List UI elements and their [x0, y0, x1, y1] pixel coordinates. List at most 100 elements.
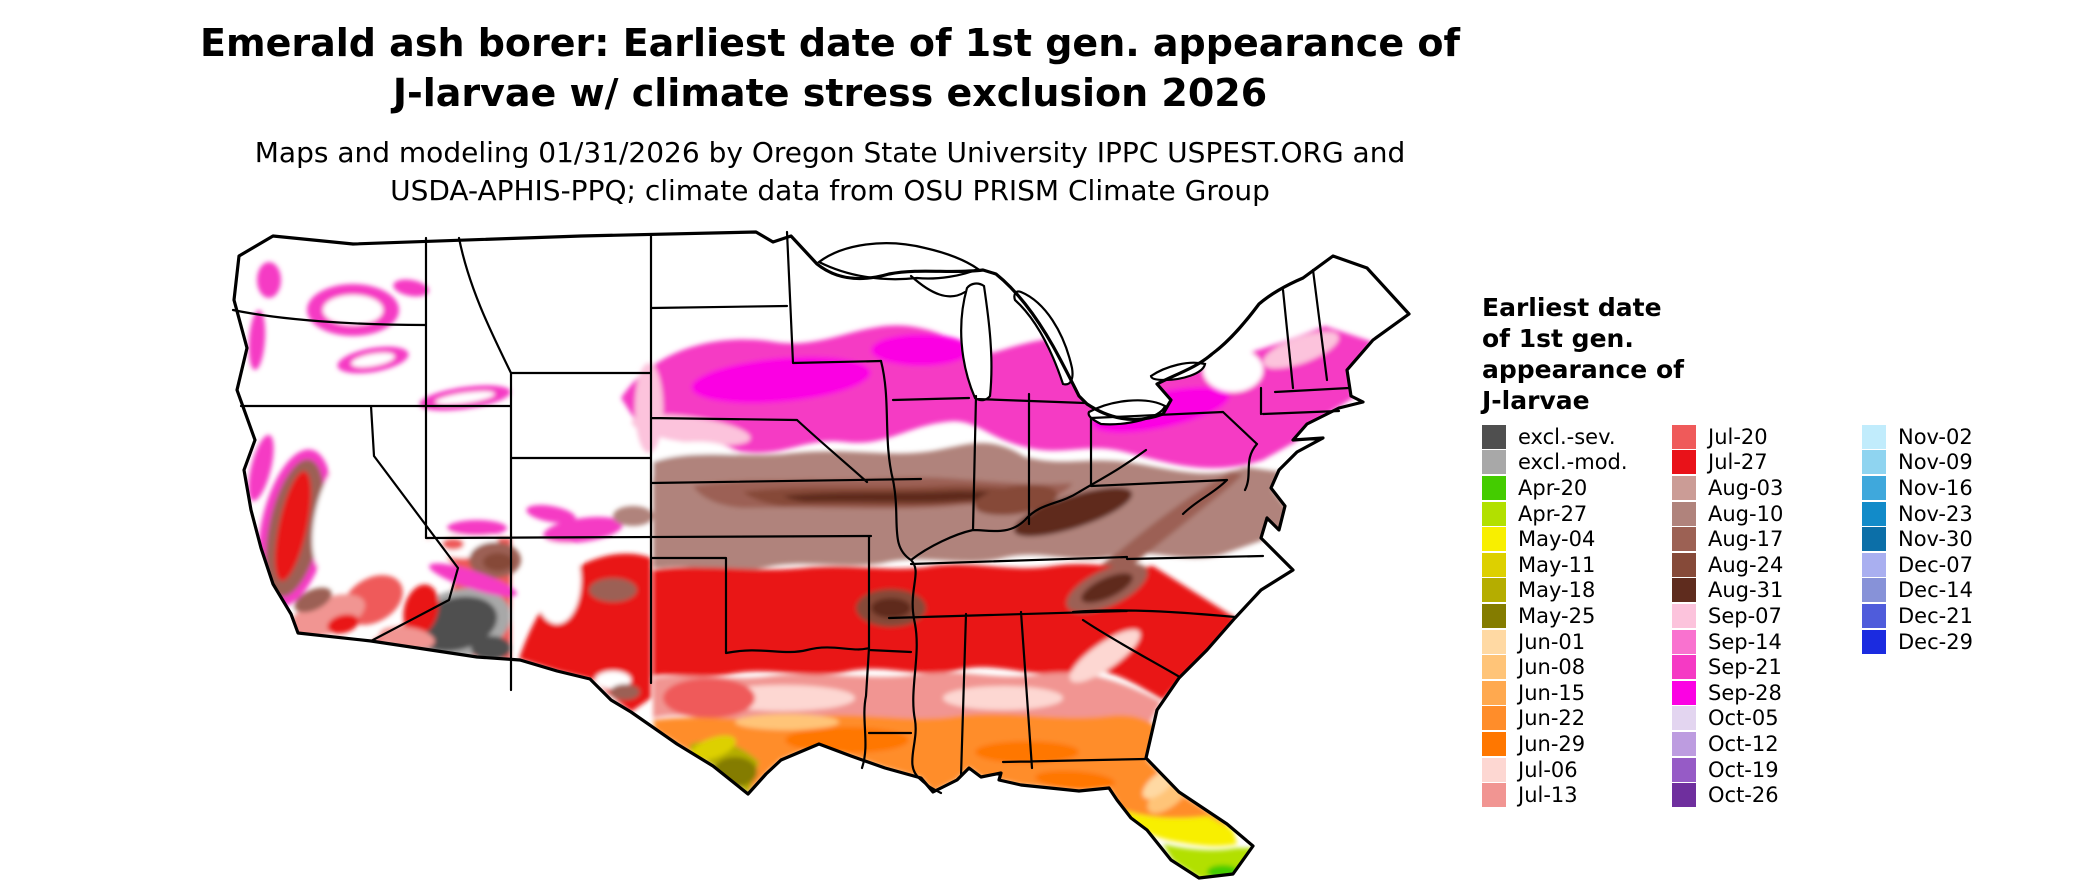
- legend-swatch-Nov-02: [1862, 424, 1886, 449]
- page-title-line2: J-larvae w/ climate stress exclusion 202…: [392, 71, 1268, 115]
- region-blob: [1035, 770, 1115, 790]
- legend-entry: Jul-20: [1672, 424, 1862, 450]
- legend-entry: Sep-28: [1672, 680, 1862, 706]
- state-borders-west: [231, 230, 923, 770]
- legend-swatch-Aug-10: [1672, 501, 1696, 526]
- region-blob: [435, 391, 495, 405]
- legend-entry: Aug-10: [1672, 501, 1862, 527]
- legend-entry: Jun-29: [1482, 731, 1672, 757]
- region-blob: [871, 598, 911, 618]
- legend-label: excl.-sev.: [1518, 424, 1616, 449]
- state-borders: [231, 230, 1351, 795]
- legend-label: Dec-29: [1898, 629, 1973, 654]
- legend-swatch-Jun-22: [1482, 706, 1506, 731]
- legend-swatch-May-18: [1482, 578, 1506, 603]
- legend-swatch-May-11: [1482, 552, 1506, 577]
- region-blob: [257, 262, 281, 298]
- region-blob: [526, 505, 576, 523]
- legend-swatch-excl.-sev.: [1482, 424, 1506, 449]
- legend-swatch-Dec-07: [1862, 552, 1886, 577]
- legend-swatch-Aug-17: [1672, 527, 1696, 552]
- legend-label: Dec-14: [1898, 578, 1973, 603]
- legend-label: Jun-15: [1518, 680, 1586, 705]
- legend-entry: Dec-21: [1862, 603, 2052, 629]
- legend-label: Nov-30: [1898, 527, 1973, 552]
- region-blob: [447, 520, 507, 536]
- header: Emerald ash borer: Earliest date of 1st …: [0, 18, 1660, 210]
- legend-entry: Nov-16: [1862, 475, 2052, 501]
- region-blob: [483, 553, 513, 571]
- legend-entry: May-25: [1482, 603, 1672, 629]
- legend-entry: Aug-17: [1672, 526, 1862, 552]
- legend-entry: Jul-27: [1672, 450, 1862, 476]
- legend-label: Jul-13: [1518, 783, 1578, 808]
- legend-swatch-Dec-14: [1862, 578, 1886, 603]
- legend-title-line3: appearance of: [1482, 355, 1685, 384]
- legend-swatch-Apr-20: [1482, 475, 1506, 500]
- legend-swatch-Aug-31: [1672, 578, 1696, 603]
- legend-entry: Nov-02: [1862, 424, 2052, 450]
- region-blob: [589, 578, 637, 602]
- region-blob: [533, 536, 581, 624]
- legend-swatch-Sep-07: [1672, 603, 1696, 628]
- region-blob: [1013, 487, 1133, 537]
- legend-entry: Jul-06: [1482, 757, 1672, 783]
- legend-column: Jul-20 Jul-27 Aug-03 Aug-10 Aug-17 Aug-24 Aug-…: [1672, 424, 1862, 808]
- legend-entry: Nov-23: [1862, 501, 2052, 527]
- region-blob: [248, 310, 266, 370]
- region-blob: [783, 490, 1028, 503]
- legend-swatch-May-04: [1482, 527, 1506, 552]
- region-blob: [429, 563, 517, 597]
- region-blob: [635, 363, 663, 453]
- legend-entry: Oct-12: [1672, 731, 1862, 757]
- legend-entry: Apr-20: [1482, 475, 1672, 501]
- legend-label: Aug-24: [1708, 552, 1784, 577]
- region-blob: [735, 714, 839, 730]
- region-blob: [871, 334, 971, 366]
- legend-swatch-Jul-27: [1672, 450, 1696, 475]
- page-subtitle-line2: USDA-APHIS-PPQ; climate data from OSU PR…: [390, 174, 1270, 207]
- legend-entry: Jun-15: [1482, 680, 1672, 706]
- legend-swatch-Nov-09: [1862, 450, 1886, 475]
- region-blob: [442, 538, 464, 550]
- legend-swatch-Aug-03: [1672, 475, 1696, 500]
- legend-swatch-Oct-12: [1672, 731, 1696, 756]
- legend-label: Dec-21: [1898, 603, 1973, 628]
- legend-columns: excl.-sev. excl.-mod. Apr-20 Apr-27 May-04 Ma…: [1482, 424, 2082, 808]
- legend-label: Aug-03: [1708, 475, 1784, 500]
- region-blob: [294, 587, 332, 613]
- legend-swatch-Dec-29: [1862, 629, 1886, 654]
- legend-entry: Oct-19: [1672, 757, 1862, 783]
- legend-label: Nov-09: [1898, 450, 1973, 475]
- legend-label: Aug-10: [1708, 501, 1784, 526]
- legend-title: Earliest date of 1st gen. appearance of …: [1482, 292, 2082, 416]
- page-title: Emerald ash borer: Earliest date of 1st …: [0, 18, 1660, 118]
- legend-swatch-Jul-20: [1672, 424, 1696, 449]
- legend-entry: Dec-14: [1862, 578, 2052, 604]
- region-blob: [974, 484, 1058, 516]
- legend-entry: excl.-mod.: [1482, 450, 1672, 476]
- legend-label: Aug-31: [1708, 578, 1784, 603]
- legend-label: Sep-07: [1708, 603, 1782, 628]
- legend-swatch-Jun-15: [1482, 680, 1506, 705]
- region-blob: [613, 506, 653, 526]
- legend-swatch-Nov-16: [1862, 475, 1886, 500]
- legend-entry: Jun-22: [1482, 706, 1672, 732]
- legend-label: Nov-02: [1898, 424, 1973, 449]
- legend-label: Nov-23: [1898, 501, 1973, 526]
- region-blob: [653, 442, 1287, 571]
- region-blob: [351, 352, 395, 368]
- region-blob: [327, 614, 359, 634]
- region-blob: [975, 741, 1079, 763]
- legend-entry: Aug-03: [1672, 475, 1862, 501]
- legend-entry: excl.-sev.: [1482, 424, 1672, 450]
- legend-title-line1: Earliest date: [1482, 293, 1662, 322]
- legend-label: Oct-05: [1708, 706, 1779, 731]
- legend-entry: Sep-21: [1672, 654, 1862, 680]
- legend-entry: Apr-27: [1482, 501, 1672, 527]
- legend: Earliest date of 1st gen. appearance of …: [1482, 292, 2082, 808]
- legend-swatch-Dec-21: [1862, 603, 1886, 628]
- page-subtitle: Maps and modeling 01/31/2026 by Oregon S…: [0, 134, 1660, 210]
- region-blob: [1069, 629, 1141, 683]
- legend-entry: May-04: [1482, 526, 1672, 552]
